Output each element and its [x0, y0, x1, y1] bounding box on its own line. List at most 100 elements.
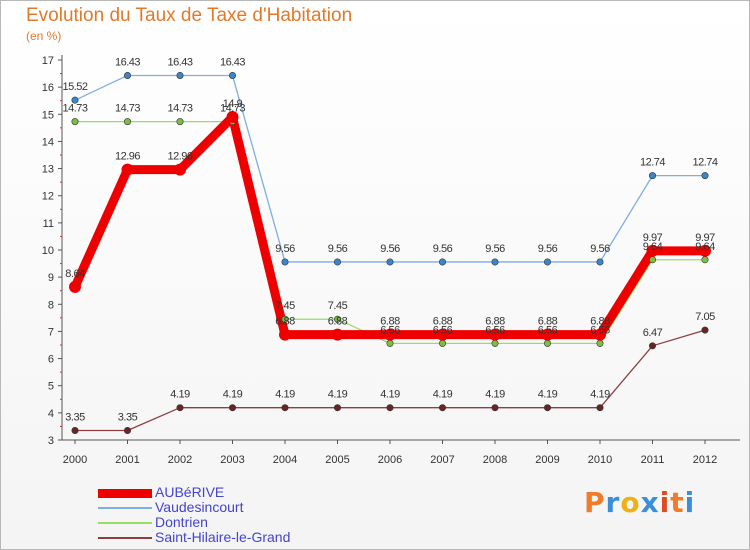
data-label: 6.88 [275, 316, 295, 328]
data-point [333, 404, 341, 412]
data-label: 9.56 [538, 243, 558, 255]
data-point [226, 111, 239, 123]
data-label: 3.35 [65, 412, 85, 424]
legend-swatch [98, 537, 152, 539]
data-label: 9.97 [695, 232, 715, 244]
x-tick-label: 2005 [325, 454, 349, 466]
data-label: 16.43 [220, 56, 245, 68]
data-label: 6.56 [485, 324, 505, 336]
data-point [331, 328, 344, 341]
data-label: 16.43 [115, 56, 140, 68]
data-point [491, 404, 499, 412]
data-label: 15.52 [62, 81, 87, 93]
data-label: 9.97 [643, 232, 663, 244]
data-label: 9.64 [695, 241, 715, 253]
data-point [229, 404, 237, 412]
data-point [176, 118, 184, 126]
y-tick-label: 10 [42, 245, 54, 257]
data-point [386, 404, 394, 412]
data-point [701, 256, 709, 264]
logo-letter: i [684, 486, 696, 519]
data-point [384, 328, 396, 341]
x-tick-label: 2011 [641, 454, 665, 466]
data-point [229, 71, 237, 79]
data-label: 6.56 [538, 324, 558, 336]
data-label: 6.88 [328, 316, 348, 328]
data-point [71, 118, 79, 126]
data-point [701, 172, 709, 180]
data-label: 4.19 [538, 389, 558, 401]
legend-label: Saint-Hilaire-le-Grand [155, 529, 291, 545]
data-point [596, 339, 604, 347]
data-point [386, 339, 394, 347]
y-tick-label: 15 [42, 109, 54, 121]
x-tick-label: 2009 [535, 454, 559, 466]
y-tick-label: 8 [48, 299, 54, 311]
data-point [281, 258, 289, 266]
y-tick-label: 16 [42, 82, 54, 94]
y-tick-label: 13 [42, 164, 54, 176]
data-label: 9.56 [590, 243, 610, 255]
data-point [436, 328, 449, 341]
data-label: 6.88 [485, 316, 505, 328]
logo-letter: o [620, 486, 641, 519]
y-tick-label: 5 [48, 381, 54, 393]
x-tick-label: 2008 [483, 454, 507, 466]
data-label: 6.88 [538, 316, 558, 328]
data-label: 12.96 [167, 151, 192, 163]
data-label: 4.19 [223, 389, 243, 401]
y-tick-label: 14 [42, 136, 54, 148]
data-point [121, 163, 134, 176]
x-tick-label: 2006 [378, 454, 402, 466]
data-point [648, 172, 656, 180]
data-label: 7.45 [275, 300, 295, 312]
data-point [281, 404, 289, 412]
data-label: 9.56 [380, 243, 400, 255]
data-point [71, 96, 79, 104]
data-label: 14.9 [223, 98, 243, 110]
data-point [176, 71, 184, 79]
data-point [438, 404, 446, 412]
logo-letter: x [640, 486, 660, 519]
data-point [333, 315, 341, 323]
data-label: 4.19 [433, 389, 453, 401]
data-point [124, 118, 132, 126]
data-point [543, 339, 551, 347]
data-label: 4.19 [328, 389, 348, 401]
y-tick-label: 6 [48, 354, 54, 366]
data-point [281, 315, 289, 323]
data-point [699, 244, 711, 257]
data-point [594, 328, 606, 341]
y-tick-label: 3 [48, 435, 54, 447]
x-tick-label: 2001 [115, 454, 139, 466]
y-tick-label: 9 [48, 272, 54, 284]
data-point [489, 328, 501, 341]
data-label: 9.64 [643, 241, 663, 253]
data-point [71, 426, 79, 434]
data-label: 6.88 [380, 316, 400, 328]
data-label: 16.43 [167, 56, 192, 68]
data-label: 6.88 [433, 316, 453, 328]
data-point [701, 326, 709, 334]
data-label: 4.19 [275, 389, 295, 401]
data-label: 7.45 [328, 300, 348, 312]
legend-label: Dontrien [155, 514, 208, 530]
x-tick-label: 2007 [430, 454, 454, 466]
data-label: 14.73 [167, 103, 192, 115]
data-point [438, 258, 446, 266]
data-point [386, 258, 394, 266]
logo-letter: P [584, 486, 606, 519]
data-label: 4.19 [380, 389, 400, 401]
x-tick-label: 2012 [693, 454, 717, 466]
data-label: 6.47 [643, 327, 663, 339]
y-tick-label: 17 [42, 55, 54, 67]
legend-swatch [98, 488, 152, 498]
data-label: 12.74 [692, 157, 717, 169]
data-label: 9.56 [433, 243, 453, 255]
data-point [491, 339, 499, 347]
series-line [70, 112, 710, 340]
data-point [648, 342, 656, 350]
data-label: 14.73 [220, 103, 245, 115]
data-label: 9.56 [485, 243, 505, 255]
